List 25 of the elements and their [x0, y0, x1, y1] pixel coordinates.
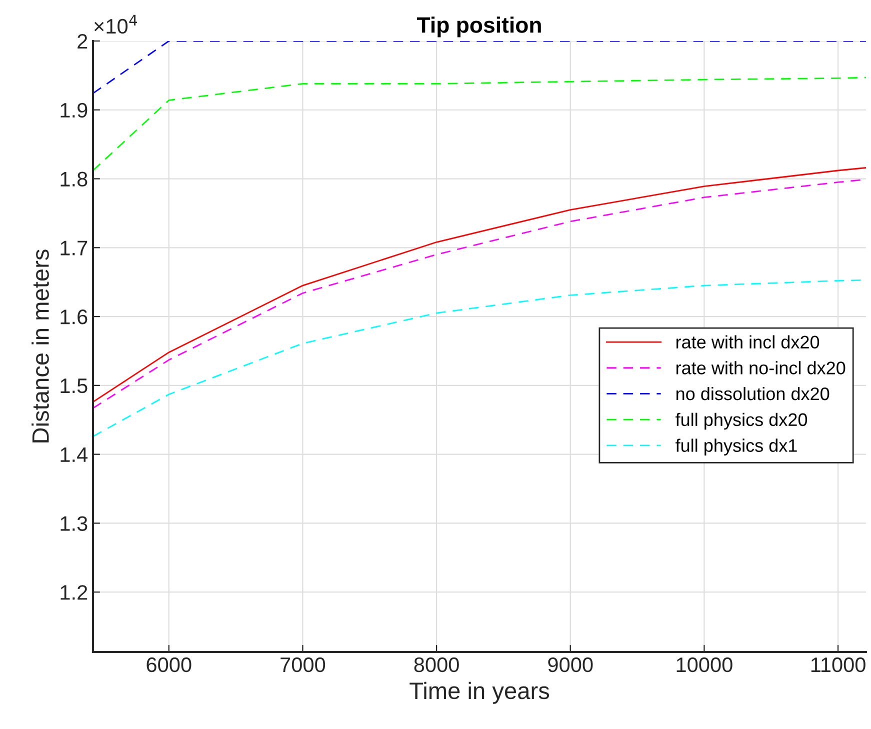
- x-tick-label: 9000: [548, 657, 593, 672]
- y-tick-label: 1.9: [60, 102, 88, 118]
- y-tick-label: 1.7: [60, 240, 88, 256]
- legend-label: full physics dx1: [676, 438, 797, 456]
- y-tick-label: 1.2: [60, 585, 88, 600]
- chart-title: Tip position: [417, 16, 541, 38]
- y-tick-label: 1.3: [60, 516, 88, 531]
- x-tick-label: 7000: [280, 657, 326, 672]
- y-tick-label: 2: [78, 34, 88, 49]
- y-tick-label: 1.8: [60, 172, 88, 187]
- y-tick-label: 1.4: [60, 448, 88, 462]
- y-tick-label: 1.5: [60, 378, 88, 394]
- y-tick-label: 1.6: [60, 310, 88, 324]
- x-tick-label: 10000: [676, 657, 732, 672]
- legend-label: rate with incl dx20: [676, 335, 820, 349]
- legend-label: no dissolution dx20: [676, 386, 830, 400]
- x-tick-label: 11000: [811, 657, 866, 672]
- x-tick-label: 8000: [414, 657, 459, 672]
- legend-label: full physics dx20: [676, 412, 808, 430]
- x-tick-label: 6000: [146, 657, 192, 672]
- legend-label: rate with no-incl dx20: [676, 361, 846, 374]
- x-axis-title: Time in years: [410, 682, 550, 704]
- line-series: [93, 76, 866, 172]
- text: ×10$^{4}$: [94, 14, 137, 34]
- y-axis-title: Distance in meters: [32, 250, 49, 442]
